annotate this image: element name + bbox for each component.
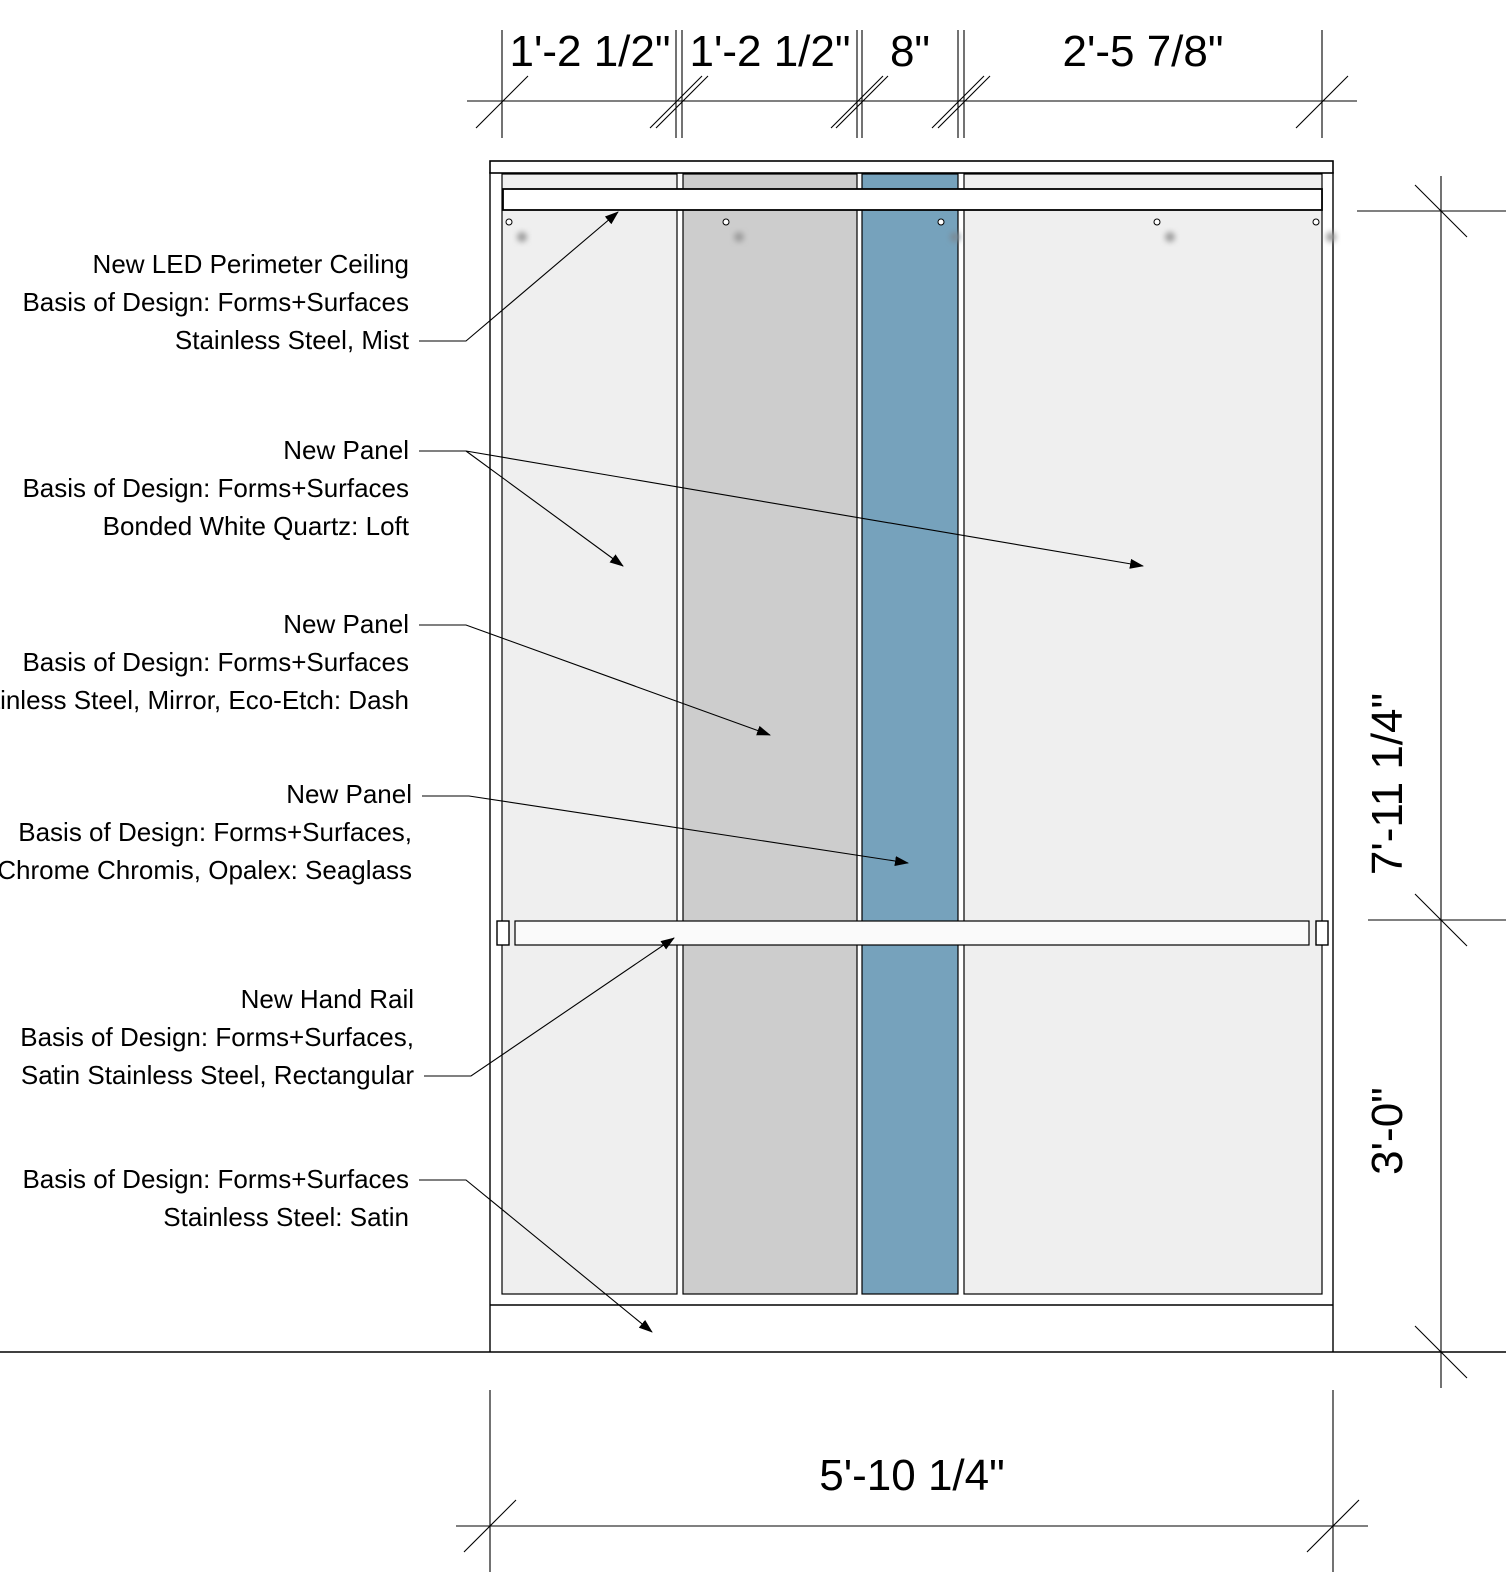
callout-quartz-panel-line-3: Bonded White Quartz: Loft — [103, 511, 410, 541]
callout-hand-rail-line-2: Basis of Design: Forms+Surfaces, — [20, 1022, 414, 1052]
callout-opalex-panel: New Panel Basis of Design: Forms+Surface… — [0, 779, 909, 885]
callout-quartz-panel-line-1: New Panel — [283, 435, 409, 465]
dim-top-segment-1: 1'-2 1/2" — [509, 27, 670, 76]
callout-mirror-panel-line-3: Stainless Steel, Mirror, Eco-Etch: Dash — [0, 685, 409, 715]
callout-hand-rail: New Hand Rail Basis of Design: Forms+Sur… — [20, 937, 675, 1090]
quartz-panel-right — [963, 173, 1323, 1295]
dim-upper-height: 7'-11 1/4" — [1363, 693, 1412, 875]
callout-hand-rail-line-1: New Hand Rail — [241, 984, 414, 1014]
callout-led-ceiling-line-2: Basis of Design: Forms+Surfaces — [22, 287, 409, 317]
callout-hand-rail-line-3: Satin Stainless Steel, Rectangular — [21, 1060, 414, 1090]
callout-opalex-panel-line-1: New Panel — [286, 779, 412, 809]
mirror-panel — [682, 173, 858, 1295]
bottom-dimension-string — [456, 1390, 1368, 1572]
ceiling-canopy — [489, 160, 1334, 174]
callout-quartz-panel-line-2: Basis of Design: Forms+Surfaces — [22, 473, 409, 503]
dim-overall-width: 5'-10 1/4" — [819, 1451, 1004, 1500]
dim-top-segment-2: 1'-2 1/2" — [689, 27, 850, 76]
dim-rail-height: 3'-0" — [1363, 1087, 1412, 1175]
callout-quartz-panel: New Panel Basis of Design: Forms+Surface… — [22, 435, 1144, 569]
ceiling-light-dots — [505, 218, 1336, 242]
callout-led-ceiling-line-1: New LED Perimeter Ceiling — [93, 249, 409, 279]
callout-opalex-panel-line-2: Basis of Design: Forms+Surfaces, — [18, 817, 412, 847]
dim-top-segment-3: 8" — [890, 27, 930, 76]
hand-rail — [496, 920, 1329, 946]
callout-led-ceiling-line-3: Stainless Steel, Mist — [175, 325, 410, 355]
callout-opalex-panel-line-3: Chrome Chromis, Opalex: Seaglass — [0, 855, 412, 885]
callout-led-ceiling: New LED Perimeter Ceiling Basis of Desig… — [22, 211, 619, 355]
callout-base-line-2: Stainless Steel: Satin — [163, 1202, 409, 1232]
callout-mirror-panel-line-1: New Panel — [283, 609, 409, 639]
led-perimeter-ceiling — [502, 188, 1323, 211]
callout-mirror-panel-line-2: Basis of Design: Forms+Surfaces — [22, 647, 409, 677]
top-dimension-string — [467, 30, 1357, 138]
callout-base: Basis of Design: Forms+Surfaces Stainles… — [22, 1164, 653, 1333]
quartz-panel-left — [501, 173, 678, 1295]
opalex-panel — [861, 173, 959, 1295]
dim-top-segment-4: 2'-5 7/8" — [1062, 27, 1223, 76]
right-dimension-string — [1357, 176, 1506, 1388]
callout-mirror-panel: New Panel Basis of Design: Forms+Surface… — [0, 609, 771, 736]
callout-base-line-1: Basis of Design: Forms+Surfaces — [22, 1164, 409, 1194]
